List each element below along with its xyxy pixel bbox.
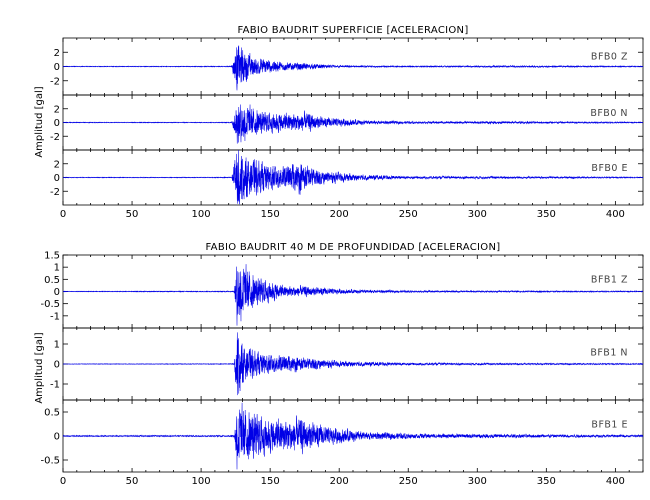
x-tick-label: 100 [192,476,211,487]
x-tick-label: 300 [468,476,487,487]
panels-layer: -202 BFB0 Z-202 BFB0 N-202 BFB0 E0 50 100 150 2… [40,37,644,487]
y-tick-label: 2 [54,159,60,170]
y-tick-label: -1 [50,311,60,322]
trace-bfb1-n [62,332,644,396]
y-tick-label: -0.5 [40,456,60,467]
x-tick-label: 200 [330,476,349,487]
x-tick-label: 150 [261,209,280,220]
y-tick-label: 1 [54,340,60,351]
top-y-axis-label: Amplitud [gal] [34,86,45,157]
x-tick-label: 50 [126,209,139,220]
bottom-y-axis-label: Amplitud [gal] [34,332,45,403]
panel-0-0: -2 0 2 BFB0 Z [50,37,644,96]
y-tick-label: 2 [54,48,60,59]
station-label: BFB1 N [590,347,628,358]
x-tick-label: 0 [60,476,66,487]
panel-0-2: -2 0 2 BFB0 E [50,149,644,206]
y-tick-label: 0 [54,432,60,443]
y-tick-label: 1 [54,263,60,274]
x-tick-label: 400 [606,209,625,220]
x-tick-label: 0 [60,209,66,220]
y-tick-label: 0 [54,360,60,371]
y-tick-label: 0.5 [44,275,60,286]
x-tick-label: 100 [192,209,211,220]
x-tick-label: 50 [126,476,139,487]
x-tick-label: 350 [537,476,556,487]
station-label: BFB0 E [591,163,628,174]
station-label: BFB1 E [591,419,628,430]
y-tick-label: 1.5 [44,251,60,262]
trace-bfb1-z [62,264,644,326]
y-tick-label: 0 [54,173,60,184]
trace-bfb0-e [62,149,644,205]
panel-0-1: -2 0 2 BFB0 N [50,94,644,151]
panel-1-2: -0.5 0 0.5 BFB1 E [40,399,644,473]
y-tick-label: 0.5 [44,408,60,419]
y-tick-label: -1 [50,380,60,391]
y-tick-label: 0 [54,118,60,129]
y-tick-label: 0 [54,287,60,298]
trace-bfb0-n [62,104,644,144]
trace-bfb1-e [62,402,644,470]
x-tick-label: 250 [399,476,418,487]
station-label: BFB1 Z [591,275,628,286]
station-label: BFB0 N [590,108,628,119]
trace-bfb0-z [62,45,644,91]
bottom-chart-title: FABIO BAUDRIT 40 M DE PROFUNDIDAD [ACELE… [206,242,501,253]
y-tick-label: -2 [50,187,60,198]
y-tick-label: -2 [50,132,60,143]
x-tick-label: 400 [606,476,625,487]
top-chart-title: FABIO BAUDRIT SUPERFICIE [ACELERACION] [237,25,468,36]
y-tick-label: 0 [54,62,60,73]
y-tick-label: -0.5 [40,299,60,310]
y-tick-label: 2 [54,104,60,115]
x-tick-label: 150 [261,476,280,487]
panel-1-1: -1 0 1 BFB1 N [50,327,644,401]
panel-1-0: -1-0.500.511.5 BFB1 Z [40,251,644,329]
y-tick-label: -2 [50,76,60,87]
station-label: BFB0 Z [591,52,628,63]
x-tick-label: 250 [399,209,418,220]
x-tick-label: 200 [330,209,349,220]
x-tick-label: 300 [468,209,487,220]
x-tick-label: 350 [537,209,556,220]
